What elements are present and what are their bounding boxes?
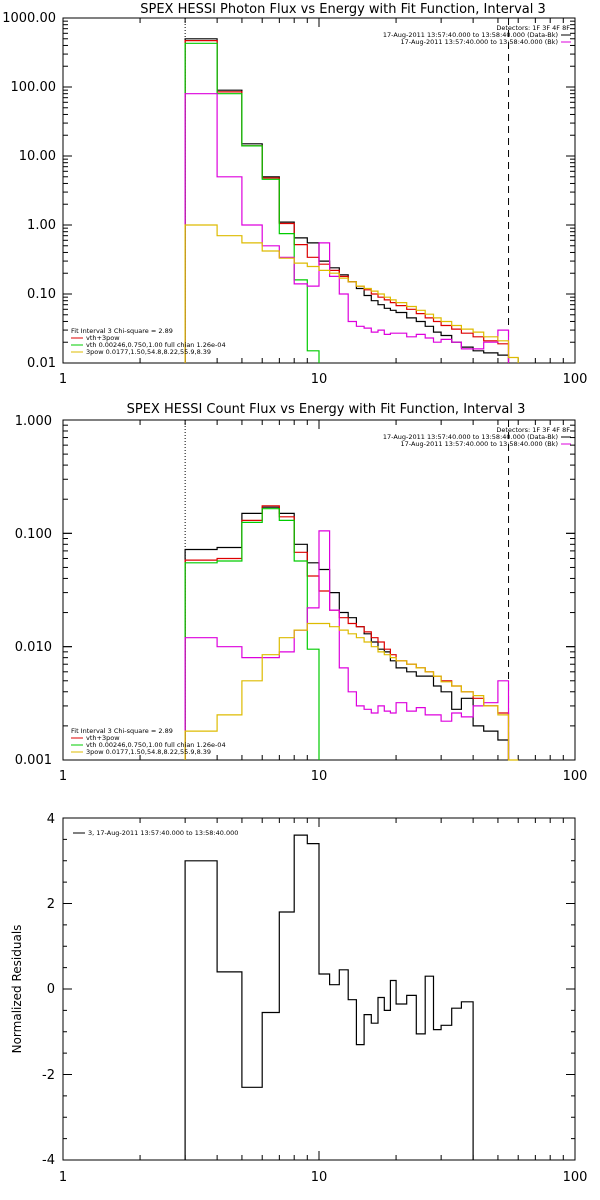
legend-entry-data: 17-Aug-2011 13:57:40.000 to 13:58:40.000…: [383, 433, 558, 441]
y-axis-label: Normalized Residuals: [10, 925, 24, 1054]
y-tick-label: -2: [42, 1068, 55, 1083]
plot-area: [62, 817, 576, 1161]
y-tick-label: 1000.00: [2, 11, 56, 26]
y-tick-labels: -4 -2 0 2 4: [42, 812, 55, 1168]
series-line: [184, 834, 474, 1160]
y-tick-label: 4: [47, 812, 55, 827]
legend-entry: 3, 17-Aug-2011 13:57:40.000 to 13:58:40.…: [88, 829, 238, 837]
plot-area: [62, 419, 576, 761]
x-tick-labels: 1 10 100: [59, 1170, 588, 1185]
x-tick-label: 1: [59, 769, 67, 784]
legend-entry-bk: 17-Aug-2011 13:57:40.000 to 13:58:40.000…: [401, 38, 558, 46]
x-tick-labels: 1 10 100: [59, 769, 588, 784]
y-tick-label: 2: [47, 897, 55, 912]
series-line: [184, 530, 510, 760]
y-tick-label: 0.001: [15, 753, 52, 768]
series-line: [184, 42, 320, 363]
series-line: [184, 38, 510, 363]
legend-bottom: Fit Interval 3 Chi-square = 2.89 vth+3po…: [71, 727, 226, 756]
x-tick-label: 100: [563, 1170, 588, 1185]
y-tick-label: -4: [42, 1153, 55, 1168]
plot-area: [62, 17, 576, 364]
count-flux-chart: SPEX HESSI Count Flux vs Energy with Fit…: [15, 402, 588, 784]
x-tick-label: 100: [563, 769, 588, 784]
y-tick-label: 1.00: [27, 218, 56, 233]
y-tick-label: 0.01: [27, 356, 56, 371]
legend-entry-vth: vth 0.00246,0.750,1.00 full chian 1.26e-…: [86, 741, 226, 749]
legend: 3, 17-Aug-2011 13:57:40.000 to 13:58:40.…: [73, 829, 238, 837]
y-tick-label: 0: [47, 982, 55, 997]
chart-title: SPEX HESSI Photon Flux vs Energy with Fi…: [140, 2, 546, 17]
y-tick-label: 0.010: [15, 640, 52, 655]
y-tick-label: 0.100: [15, 527, 52, 542]
legend-entry-vth: vth 0.00246,0.750,1.00 full chian 1.26e-…: [86, 341, 226, 349]
legend-top: Detectors: 1F 3F 4F 8F 17-Aug-2011 13:57…: [383, 24, 571, 46]
series-line: [184, 506, 510, 760]
x-tick-label: 10: [311, 769, 328, 784]
legend-fit-interval: Fit Interval 3 Chi-square = 2.89: [71, 727, 173, 735]
legend-top: Detectors: 1F 3F 4F 8F 17-Aug-2011 13:57…: [383, 426, 571, 448]
y-tick-label: 10.00: [19, 149, 56, 164]
photon-flux-chart: SPEX HESSI Photon Flux vs Energy with Fi…: [2, 2, 587, 387]
series-line: [184, 40, 510, 363]
series-line: [184, 505, 510, 760]
y-tick-labels: 0.01 0.10 1.00 10.00 100.00 1000.00: [2, 11, 56, 371]
legend-detectors: Detectors: 1F 3F 4F 8F: [496, 426, 570, 434]
x-tick-label: 100: [563, 372, 588, 387]
y-tick-label: 1.000: [15, 414, 52, 429]
legend-detectors: Detectors: 1F 3F 4F 8F: [496, 24, 570, 32]
series-line: [184, 508, 320, 760]
legend-entry-data: 17-Aug-2011 13:57:40.000 to 13:58:40.000…: [383, 31, 558, 39]
plot-frame: [62, 17, 576, 364]
series-line: [184, 93, 510, 363]
y-tick-labels: 0.001 0.010 0.100 1.000: [15, 414, 52, 768]
legend-fit-interval: Fit Interval 3 Chi-square = 2.89: [71, 327, 173, 335]
x-tick-label: 1: [59, 372, 67, 387]
y-tick-label: 100.00: [11, 80, 57, 95]
series-line: [184, 622, 519, 761]
legend-entry-bk: 17-Aug-2011 13:57:40.000 to 13:58:40.000…: [401, 440, 558, 448]
chart-title: SPEX HESSI Count Flux vs Energy with Fit…: [127, 402, 526, 417]
y-tick-label: 0.10: [27, 287, 56, 302]
legend-bottom: Fit Interval 3 Chi-square = 2.89 vth+3po…: [71, 327, 226, 356]
legend-entry-total: vth+3pow: [86, 334, 120, 342]
series-line: [184, 224, 519, 363]
x-tick-labels: 1 10 100: [59, 372, 588, 387]
legend-entry-total: vth+3pow: [86, 734, 120, 742]
legend-entry-3pow: 3pow 0.0177,1.50,54.8,8.22,55.9,8.39: [86, 348, 211, 356]
x-tick-label: 10: [311, 1170, 328, 1185]
residuals-chart: Normalized Residuals 1 10 100 -4 -2 0 2 …: [10, 812, 587, 1185]
x-tick-label: 10: [311, 372, 328, 387]
x-tick-label: 1: [59, 1170, 67, 1185]
legend-entry-3pow: 3pow 0.0177,1.50,54.8,8.22,55.9,8.39: [86, 748, 211, 756]
